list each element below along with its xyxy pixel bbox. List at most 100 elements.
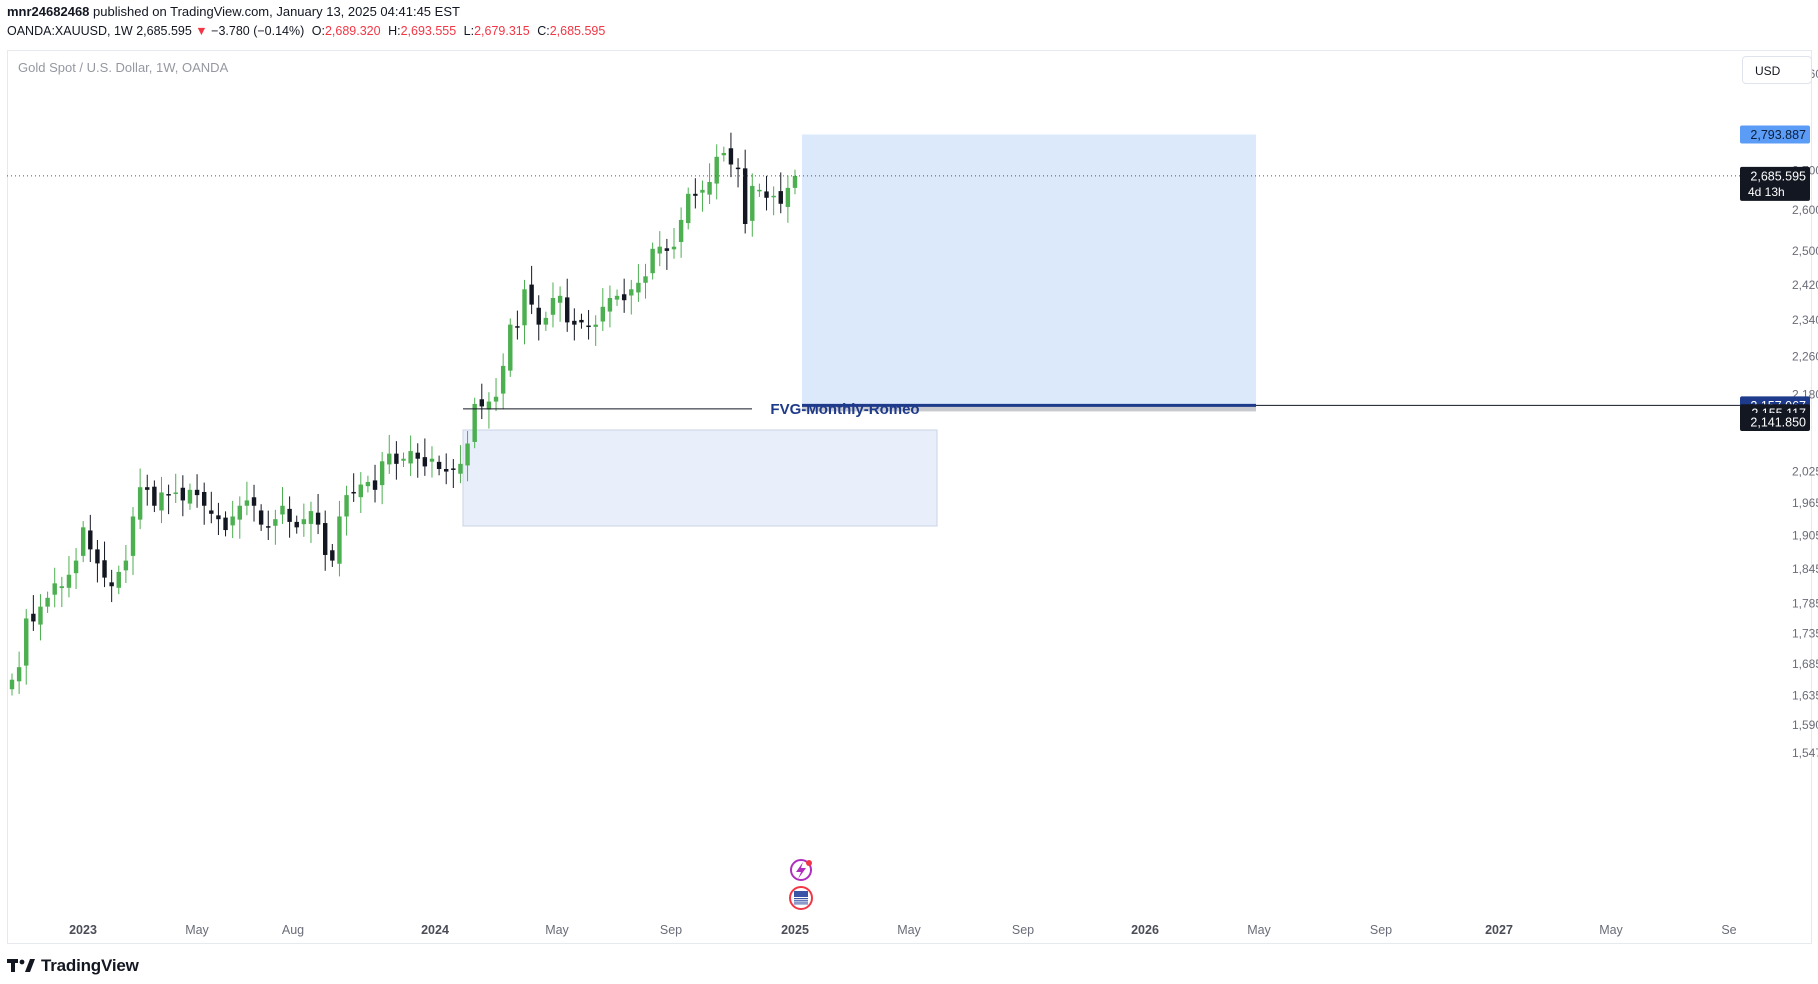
- candle-body[interactable]: [465, 443, 470, 466]
- candle-body[interactable]: [650, 248, 655, 274]
- fvg-annotation[interactable]: FVG-Monthly-Romeo: [770, 401, 919, 418]
- currency-button[interactable]: USD: [1742, 56, 1812, 84]
- candle-body[interactable]: [600, 306, 606, 322]
- candle-body[interactable]: [451, 468, 456, 470]
- candle-body[interactable]: [130, 516, 136, 556]
- candle-body[interactable]: [671, 246, 677, 250]
- candle-body[interactable]: [145, 487, 150, 490]
- candle-body[interactable]: [728, 148, 734, 165]
- candle-body[interactable]: [358, 484, 363, 498]
- candle-body[interactable]: [24, 618, 29, 666]
- candle-body[interactable]: [137, 487, 143, 520]
- candle-body[interactable]: [9, 679, 15, 690]
- candle-body[interactable]: [251, 497, 257, 506]
- candle-body[interactable]: [757, 189, 762, 192]
- candle-body[interactable]: [785, 187, 791, 207]
- candle-body[interactable]: [607, 298, 613, 312]
- candle-body[interactable]: [792, 175, 798, 188]
- candle-body[interactable]: [237, 505, 242, 520]
- candle-body[interactable]: [223, 517, 228, 531]
- candle-body[interactable]: [209, 510, 214, 514]
- candle-body[interactable]: [31, 613, 36, 622]
- candle-body[interactable]: [572, 320, 577, 325]
- candle-body[interactable]: [52, 583, 57, 595]
- candle-body[interactable]: [401, 458, 406, 461]
- candle-body[interactable]: [166, 494, 171, 496]
- candle-body[interactable]: [365, 481, 371, 487]
- candle-body[interactable]: [45, 597, 50, 607]
- candle-body[interactable]: [664, 248, 670, 251]
- candle-body[interactable]: [621, 294, 627, 301]
- candle-body[interactable]: [565, 297, 570, 323]
- candle-body[interactable]: [187, 489, 193, 504]
- candle-body[interactable]: [116, 571, 121, 588]
- candle-body[interactable]: [700, 189, 705, 193]
- candle-body[interactable]: [301, 519, 307, 525]
- candle-body[interactable]: [66, 574, 72, 588]
- candle-body[interactable]: [330, 550, 335, 561]
- candle-body[interactable]: [778, 191, 783, 204]
- candle-body[interactable]: [16, 667, 22, 682]
- candle-body[interactable]: [764, 191, 769, 198]
- candle-body[interactable]: [322, 523, 328, 555]
- candle-body[interactable]: [230, 516, 235, 526]
- candle-body[interactable]: [500, 365, 506, 394]
- candle-body[interactable]: [436, 461, 442, 469]
- candle-body[interactable]: [123, 560, 129, 571]
- candle-body[interactable]: [173, 492, 178, 494]
- chart-frame[interactable]: [7, 50, 1812, 944]
- candle-body[interactable]: [678, 219, 684, 243]
- candle-body[interactable]: [593, 324, 598, 327]
- candle-body[interactable]: [315, 512, 321, 525]
- candle-body[interactable]: [614, 295, 620, 300]
- candle-body[interactable]: [152, 486, 157, 506]
- projection-box[interactable]: [802, 134, 1256, 406]
- candle-body[interactable]: [159, 492, 164, 511]
- candle-body[interactable]: [486, 401, 492, 410]
- candle-body[interactable]: [408, 451, 413, 464]
- candle-body[interactable]: [273, 519, 278, 526]
- candle-body[interactable]: [458, 463, 463, 474]
- candle-body[interactable]: [109, 582, 114, 587]
- fvg-zone[interactable]: [462, 429, 938, 527]
- candle-body[interactable]: [180, 487, 186, 501]
- candle-body[interactable]: [721, 152, 727, 156]
- candle-body[interactable]: [95, 549, 100, 564]
- candle-body[interactable]: [657, 246, 662, 254]
- candle-body[interactable]: [294, 521, 299, 528]
- candle-body[interactable]: [351, 491, 356, 494]
- candle-body[interactable]: [80, 527, 86, 556]
- candle-body[interactable]: [280, 505, 285, 515]
- candle-body[interactable]: [372, 480, 378, 490]
- candle-body[interactable]: [344, 495, 349, 517]
- candle-body[interactable]: [750, 185, 755, 221]
- candle-body[interactable]: [479, 399, 485, 407]
- candle-body[interactable]: [59, 586, 65, 589]
- candle-body[interactable]: [643, 276, 648, 283]
- candle-body[interactable]: [88, 530, 93, 550]
- candle-body[interactable]: [472, 403, 477, 442]
- candle-body[interactable]: [422, 457, 428, 467]
- candle-body[interactable]: [308, 511, 314, 524]
- candle-body[interactable]: [394, 453, 399, 464]
- candle-body[interactable]: [557, 295, 563, 303]
- candle-body[interactable]: [579, 319, 584, 323]
- candle-body[interactable]: [102, 560, 107, 578]
- candle-body[interactable]: [201, 491, 207, 506]
- candle-body[interactable]: [742, 168, 748, 225]
- candle-body[interactable]: [735, 167, 741, 170]
- candle-body[interactable]: [536, 307, 541, 325]
- candle-body[interactable]: [387, 453, 392, 465]
- candle-body[interactable]: [686, 193, 691, 224]
- candle-body[interactable]: [636, 282, 641, 293]
- candle-body[interactable]: [194, 489, 200, 496]
- candle-body[interactable]: [522, 289, 527, 326]
- candle-body[interactable]: [379, 461, 385, 486]
- candle-body[interactable]: [216, 515, 221, 520]
- candle-body[interactable]: [258, 510, 264, 525]
- candle-body[interactable]: [287, 508, 292, 522]
- candle-body[interactable]: [38, 606, 43, 625]
- candle-body[interactable]: [550, 298, 556, 315]
- candle-body[interactable]: [508, 324, 513, 371]
